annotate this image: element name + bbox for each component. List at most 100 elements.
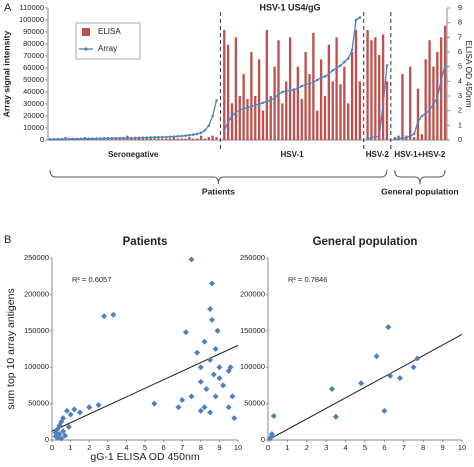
point [332,413,339,420]
bar [412,137,416,140]
point [208,280,215,287]
bar [203,138,207,140]
line-marker [48,138,52,141]
point [201,404,208,411]
x-tick-label: 2 [87,443,91,452]
panel-label: B [4,234,11,246]
line-marker [443,64,447,67]
point [76,409,83,416]
y-tick-label: 50000 [28,399,49,408]
bar [230,103,234,140]
line-marker [350,48,354,52]
y-tick-label: 0 [45,435,49,444]
line-marker [315,78,319,82]
line-marker [343,60,346,64]
x-tick-label: 1 [69,443,73,452]
point [216,364,223,371]
point [58,418,65,425]
chart-title: HSV-1 US4/gG [259,2,320,12]
line-marker [246,106,249,109]
brace-label: General population [381,186,458,196]
point [225,404,232,411]
point [207,356,214,363]
x-tick-label: 3 [324,443,328,452]
bar [273,66,276,140]
y2-tick-label: 6 [458,47,462,56]
line-marker [222,129,226,132]
y-tick-label: 60000 [23,63,44,72]
x-tick-label: 5 [143,443,147,452]
y-tick-label: 10000 [23,123,44,132]
line-marker [64,137,67,141]
point [329,386,336,393]
point [229,393,236,400]
line-marker [164,135,168,139]
bar [145,138,148,140]
point [373,353,380,360]
bar [157,138,160,140]
line-marker [300,84,304,88]
line-marker [207,124,211,127]
x-tick-label: 4 [124,443,128,452]
bar [242,74,245,140]
x-tick-label: 0 [266,443,270,452]
line-marker [126,136,129,140]
line-marker [234,111,238,114]
point [410,364,417,371]
line-marker [230,114,234,118]
panel-label: A [4,2,12,14]
point [212,393,219,400]
point [71,406,78,413]
bar [358,81,362,140]
line-marker [95,137,98,140]
line-marker [284,89,288,93]
point [67,411,74,418]
x-tick-label: 4 [344,443,348,452]
y2-tick-label: 9 [458,3,462,12]
line-marker [408,135,412,138]
x-tick-label: 5 [363,443,367,452]
point [95,402,102,409]
group-label: HSV-2 [366,150,390,159]
line-marker [292,88,296,91]
point [268,433,275,440]
bar [215,137,218,140]
bar [195,138,199,140]
bar [254,96,257,140]
line-marker [180,134,183,138]
y-tick-label: 30000 [23,99,44,108]
bar [223,30,226,140]
line-marker [87,137,90,140]
line-marker [436,96,439,100]
line-marker [277,93,280,96]
line-marker [195,132,199,136]
line-marker [381,102,385,106]
y-tick-label: 40000 [23,87,44,96]
line-marker [420,114,424,118]
point [101,313,108,320]
x-tick-label: 7 [180,443,184,452]
bar [269,96,272,140]
bar [401,74,404,140]
y-tick-label: 200000 [24,289,49,298]
y2-tick-label: 8 [458,18,462,27]
line-marker [242,107,245,111]
line-marker [133,136,137,140]
point [385,324,392,331]
x-tick-label: 8 [199,443,203,452]
line-marker [199,131,203,135]
legend-swatch [82,28,90,36]
line-marker [106,137,110,140]
line-marker [335,66,338,70]
point [65,423,72,430]
x-tick-label: 2 [305,443,309,452]
line-marker [358,16,362,19]
line-marker [52,137,56,141]
bar [168,138,172,140]
point [179,396,186,403]
line-marker [269,99,273,102]
point [358,380,365,387]
line-marker [191,133,195,136]
